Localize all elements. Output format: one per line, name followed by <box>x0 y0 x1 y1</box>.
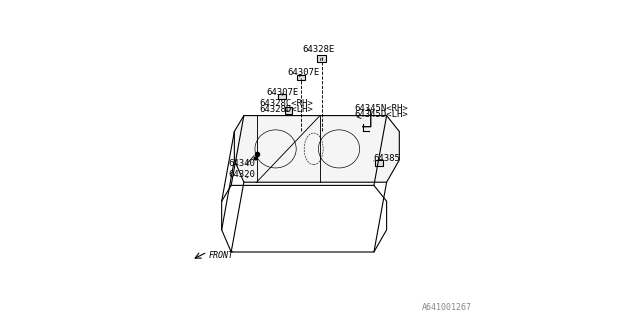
Text: 64307E: 64307E <box>267 88 299 97</box>
Text: 64340: 64340 <box>228 159 255 168</box>
Bar <box>278 94 286 100</box>
Text: 64320: 64320 <box>228 170 255 179</box>
Bar <box>297 75 305 80</box>
Text: FRONT: FRONT <box>209 251 234 260</box>
Text: 64328C<RH>: 64328C<RH> <box>259 99 313 108</box>
Text: 64328E: 64328E <box>302 45 335 54</box>
Text: 64345D<LH>: 64345D<LH> <box>355 110 408 119</box>
Text: 64385: 64385 <box>373 154 400 163</box>
Bar <box>317 55 326 62</box>
Text: 64345N<RH>: 64345N<RH> <box>355 104 408 113</box>
Text: A641001267: A641001267 <box>422 303 472 312</box>
Bar <box>285 107 292 114</box>
Text: 64307E: 64307E <box>287 68 320 77</box>
Bar <box>375 160 383 166</box>
PathPatch shape <box>234 116 399 182</box>
Text: 64328D<LH>: 64328D<LH> <box>259 105 313 114</box>
